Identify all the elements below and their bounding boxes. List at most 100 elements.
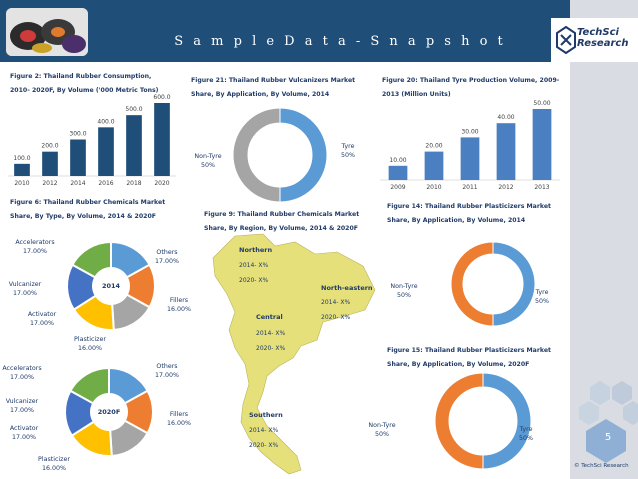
slice-category-label: Activator bbox=[28, 311, 57, 318]
bar bbox=[154, 103, 170, 176]
bar bbox=[460, 137, 480, 180]
donut-center-label: 2020F bbox=[98, 408, 121, 416]
region-southern-name: Southern bbox=[249, 411, 283, 419]
donut-slice bbox=[69, 366, 110, 405]
page-title: S a m p l e D a t a - S n a p s h o t bbox=[174, 34, 506, 49]
fig6-title-line2: Share, By Type, By Volume, 2014 & 2020F bbox=[10, 213, 156, 220]
header-banner: S a m p l e D a t a - S n a p s h o t bbox=[0, 0, 570, 62]
fig21-title: Figure 21: Thailand Rubber Vulcanizers M… bbox=[191, 75, 371, 100]
bar-value-label: 200.0 bbox=[41, 143, 58, 150]
fig15-donut-chart: Tyre 50% Non-Tyre 50% bbox=[368, 372, 533, 470]
slice-category-label: Non-Tyre bbox=[368, 422, 395, 429]
bar bbox=[42, 151, 58, 176]
bar-value-label: 400.0 bbox=[97, 118, 114, 125]
donut-center-label: 2014 bbox=[102, 282, 121, 290]
slice-value-label: 17.00% bbox=[155, 258, 179, 265]
slice-value-label: 16.00% bbox=[167, 420, 191, 427]
fig20-title-line2: 2013 (Million Units) bbox=[382, 91, 451, 98]
x-tick-label: 2009 bbox=[390, 184, 405, 191]
fig20-bar-chart: 10.00 2009 20.00 2010 30.00 2011 40.00 2012 50.0… bbox=[380, 100, 560, 191]
x-tick-label: 2014 bbox=[70, 180, 85, 187]
tyre-image bbox=[6, 8, 88, 56]
slice-value-label: 50% bbox=[375, 431, 389, 438]
fig9-title-line1: Figure 9: Thailand Rubber Chemicals Mark… bbox=[204, 211, 360, 218]
bar bbox=[388, 165, 408, 180]
bar bbox=[126, 115, 142, 176]
bar-value-label: 10.00 bbox=[389, 157, 406, 164]
slice-category-label: Tyre bbox=[519, 426, 533, 433]
slice-category-label: Plasticizer bbox=[74, 336, 106, 343]
bar-value-label: 40.00 bbox=[497, 114, 514, 121]
fig14-donut-chart: Tyre 50% Non-Tyre 50% bbox=[390, 241, 549, 327]
map-shape bbox=[212, 233, 376, 475]
bar-value-label: 300.0 bbox=[69, 131, 86, 138]
region-northeastern-2014: 2014- X% bbox=[321, 299, 350, 306]
region-southern-2020: 2020- X% bbox=[249, 442, 278, 449]
region-northern-2020: 2020- X% bbox=[239, 277, 268, 284]
slice-value-label: 17.00% bbox=[10, 407, 34, 414]
x-tick-label: 2013 bbox=[534, 184, 549, 191]
fig9-title: Figure 9: Thailand Rubber Chemicals Mark… bbox=[204, 209, 376, 234]
donut-slice bbox=[482, 372, 532, 470]
region-northern-name: Northern bbox=[239, 246, 272, 254]
bar-value-label: 500.0 bbox=[125, 106, 142, 113]
fig14-title-line1: Figure 14: Thailand Rubber Plasticizers … bbox=[387, 203, 552, 210]
slice-category-label: Tyre bbox=[341, 143, 355, 150]
donut-slice bbox=[450, 241, 494, 327]
region-central-2020: 2020- X% bbox=[256, 345, 285, 352]
donut-slice bbox=[492, 241, 536, 327]
fig6-title: Figure 6: Thailand Rubber Chemicals Mark… bbox=[10, 197, 180, 222]
fig2-title-line1: Figure 2: Thailand Rubber Consumption, bbox=[10, 73, 152, 80]
slice-category-label: Tyre bbox=[535, 289, 549, 296]
fig14-title: Figure 14: Thailand Rubber Plasticizers … bbox=[387, 201, 565, 226]
slice-category-label: Accelerators bbox=[15, 239, 54, 246]
donut-slice bbox=[71, 240, 112, 279]
fig15-title: Figure 15: Thailand Rubber Plasticizers … bbox=[387, 345, 565, 370]
logo-mark-icon bbox=[556, 25, 576, 55]
slice-category-label: Accelerators bbox=[2, 365, 41, 372]
slice-value-label: 50% bbox=[341, 152, 355, 159]
slice-category-label: Plasticizer bbox=[38, 456, 70, 463]
slice-category-label: Others bbox=[156, 249, 177, 256]
region-northern-2014: 2014- X% bbox=[239, 262, 268, 269]
region-northeastern-name: North-eastern bbox=[321, 284, 373, 292]
fig21-title-line1: Figure 21: Thailand Rubber Vulcanizers M… bbox=[191, 77, 356, 84]
region-southern-2014: 2014- X% bbox=[249, 427, 278, 434]
bar bbox=[424, 151, 444, 180]
slice-value-label: 16.00% bbox=[78, 345, 102, 352]
slice-value-label: 17.00% bbox=[13, 290, 37, 297]
techsci-logo: TechSci Research bbox=[551, 18, 638, 62]
x-tick-label: 2016 bbox=[98, 180, 113, 187]
slice-category-label: Vulcanizer bbox=[6, 398, 39, 405]
slice-value-label: 50% bbox=[519, 435, 533, 442]
x-tick-label: 2018 bbox=[126, 180, 141, 187]
donut-slice bbox=[279, 107, 328, 203]
fig15-title-line1: Figure 15: Thailand Rubber Plasticizers … bbox=[387, 347, 552, 354]
bar-value-label: 600.0 bbox=[153, 94, 170, 101]
bar bbox=[70, 139, 86, 176]
x-tick-label: 2012 bbox=[498, 184, 513, 191]
slice-category-label: Non-Tyre bbox=[194, 153, 221, 160]
fig6-2020f-donut-chart: 2020F Others 17.00% Fillers 16.00% Plasticize… bbox=[2, 363, 191, 472]
slice-category-label: Non-Tyre bbox=[390, 283, 417, 290]
region-central-2014: 2014- X% bbox=[256, 330, 285, 337]
copyright-text: © TechSci Research bbox=[574, 463, 629, 469]
donut-slice bbox=[232, 107, 281, 203]
fig21-title-line2: Share, By Application, By Volume, 2014 bbox=[191, 91, 330, 98]
slice-category-label: Activator bbox=[10, 425, 39, 432]
logo-text-line2: Research bbox=[577, 38, 629, 49]
x-tick-label: 2020 bbox=[154, 180, 169, 187]
fig20-title: Figure 20: Thailand Tyre Production Volu… bbox=[382, 75, 562, 100]
side-panel bbox=[570, 0, 638, 479]
slice-value-label: 50% bbox=[397, 292, 411, 299]
fig6-title-line1: Figure 6: Thailand Rubber Chemicals Mark… bbox=[10, 199, 166, 206]
slice-value-label: 17.00% bbox=[155, 372, 179, 379]
slice-category-label: Others bbox=[156, 363, 177, 370]
slice-value-label: 50% bbox=[535, 298, 549, 305]
slice-value-label: 17.00% bbox=[23, 248, 47, 255]
bar-value-label: 30.00 bbox=[461, 128, 478, 135]
fig9-title-line2: Share, By Region, By Volume, 2014 & 2020… bbox=[204, 225, 359, 232]
slice-value-label: 16.00% bbox=[42, 465, 66, 472]
fig21-donut-chart: Tyre 50% Non-Tyre 50% bbox=[194, 107, 355, 203]
slice-value-label: 17.00% bbox=[30, 320, 54, 327]
